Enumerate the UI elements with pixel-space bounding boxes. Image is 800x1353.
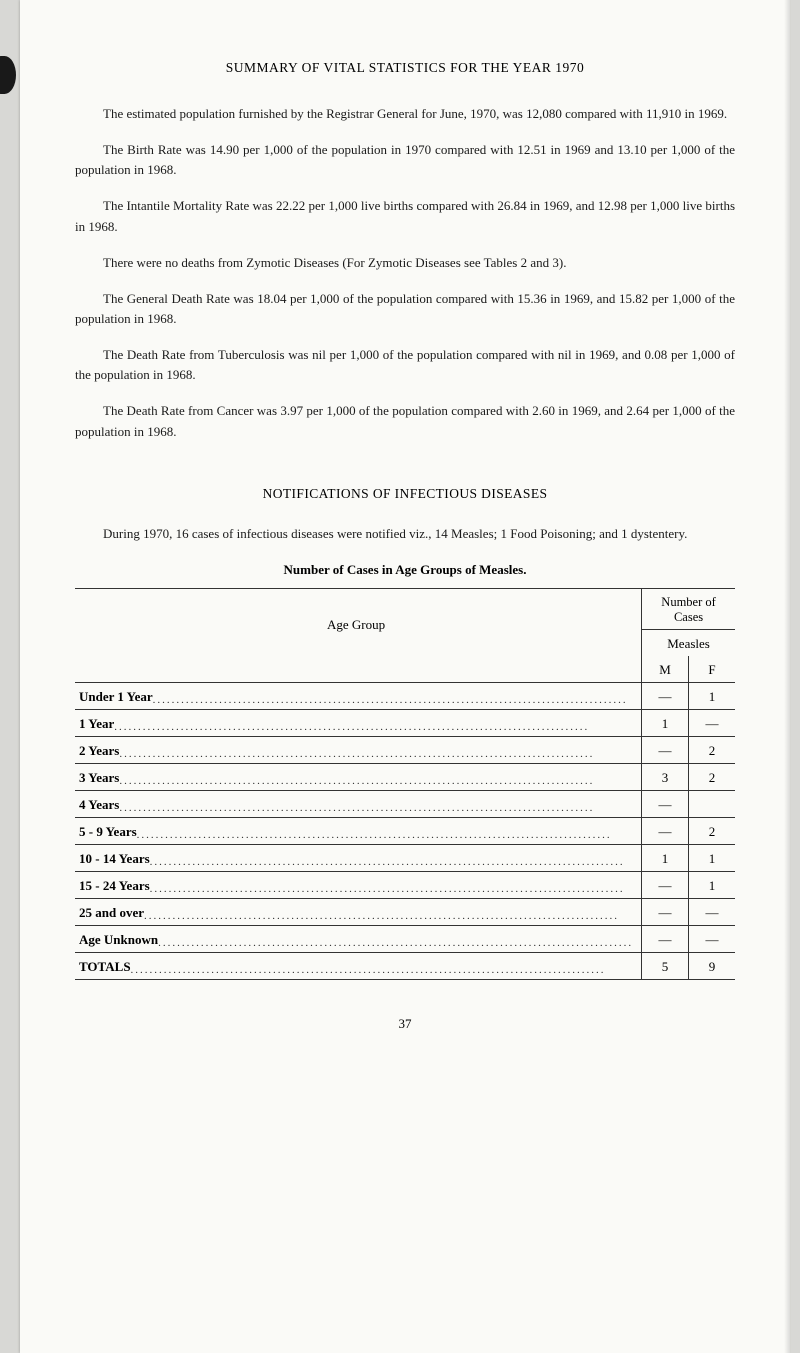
header-age-group: Age Group	[75, 588, 642, 656]
table-row: 10 - 14 Years 1 1	[75, 844, 735, 871]
paragraph: There were no deaths from Zymotic Diseas…	[75, 253, 735, 273]
row-label: 4 Years	[79, 797, 119, 813]
cell-m: 1	[642, 709, 689, 736]
paragraph: The Birth Rate was 14.90 per 1,000 of th…	[75, 140, 735, 180]
paragraph: The General Death Rate was 18.04 per 1,0…	[75, 289, 735, 329]
cell-f: 1	[688, 844, 735, 871]
cell-m: 3	[642, 763, 689, 790]
cell-f: 2	[688, 736, 735, 763]
header-f: F	[688, 656, 735, 683]
cell-m: —	[642, 817, 689, 844]
cell-m: 1	[642, 844, 689, 871]
table-header-row: Age Group Number of Cases	[75, 588, 735, 629]
dot-leader	[119, 745, 633, 759]
row-label: 2 Years	[79, 743, 119, 759]
section-title: NOTIFICATIONS OF INFECTIOUS DISEASES	[75, 486, 735, 502]
table-row: 3 Years 3 2	[75, 763, 735, 790]
page-side-tab	[0, 56, 16, 94]
totals-label: TOTALS	[79, 959, 131, 975]
cell-m: —	[642, 790, 689, 817]
table-header-row: M F	[75, 656, 735, 683]
row-label: Age Unknown	[79, 932, 158, 948]
dot-leader	[119, 799, 633, 813]
table-row: Under 1 Year — 1	[75, 682, 735, 709]
cell-f: —	[688, 709, 735, 736]
table-row: Age Unknown — —	[75, 925, 735, 952]
row-label: 5 - 9 Years	[79, 824, 137, 840]
dot-leader	[150, 853, 633, 867]
table-row: 2 Years — 2	[75, 736, 735, 763]
cell-m: —	[642, 898, 689, 925]
table-row: 5 - 9 Years — 2	[75, 817, 735, 844]
totals-m: 5	[642, 952, 689, 979]
dot-leader	[153, 691, 633, 705]
row-label: 15 - 24 Years	[79, 878, 150, 894]
dot-leader	[144, 907, 633, 921]
table-title: Number of Cases in Age Groups of Measles…	[75, 562, 735, 578]
table-totals-row: TOTALS 5 9	[75, 952, 735, 979]
cell-f: 1	[688, 871, 735, 898]
dot-leader	[158, 934, 633, 948]
row-label: 25 and over	[79, 905, 144, 921]
paragraph: The Death Rate from Tuberculosis was nil…	[75, 345, 735, 385]
document-page: SUMMARY OF VITAL STATISTICS FOR THE YEAR…	[20, 0, 790, 1353]
paragraph: The Death Rate from Cancer was 3.97 per …	[75, 401, 735, 441]
row-label: Under 1 Year	[79, 689, 153, 705]
dot-leader	[114, 718, 633, 732]
page-title: SUMMARY OF VITAL STATISTICS FOR THE YEAR…	[75, 60, 735, 76]
header-number-of-cases: Number of Cases	[642, 588, 735, 629]
table-row: 4 Years —	[75, 790, 735, 817]
dot-leader	[119, 772, 633, 786]
header-measles: Measles	[642, 629, 735, 656]
cell-f: 2	[688, 817, 735, 844]
dot-leader	[131, 961, 634, 975]
cell-f	[688, 790, 735, 817]
dot-leader	[137, 826, 633, 840]
cell-f: 1	[688, 682, 735, 709]
header-blank	[75, 656, 642, 683]
paragraph: The Intantile Mortality Rate was 22.22 p…	[75, 196, 735, 236]
dot-leader	[150, 880, 633, 894]
measles-table: Age Group Number of Cases Measles M F Un…	[75, 588, 735, 980]
table-row: 1 Year 1 —	[75, 709, 735, 736]
row-label: 1 Year	[79, 716, 114, 732]
cell-f: —	[688, 925, 735, 952]
row-label: 3 Years	[79, 770, 119, 786]
cell-f: —	[688, 898, 735, 925]
page-edge-shadow	[784, 0, 790, 1353]
paragraph: During 1970, 16 cases of infectious dise…	[75, 524, 735, 544]
page-number: 37	[75, 1016, 735, 1032]
totals-f: 9	[688, 952, 735, 979]
cell-f: 2	[688, 763, 735, 790]
cell-m: —	[642, 871, 689, 898]
header-m: M	[642, 656, 689, 683]
row-label: 10 - 14 Years	[79, 851, 150, 867]
table-row: 15 - 24 Years — 1	[75, 871, 735, 898]
table-row: 25 and over — —	[75, 898, 735, 925]
cell-m: —	[642, 736, 689, 763]
cell-m: —	[642, 925, 689, 952]
cell-m: —	[642, 682, 689, 709]
paragraph: The estimated population furnished by th…	[75, 104, 735, 124]
